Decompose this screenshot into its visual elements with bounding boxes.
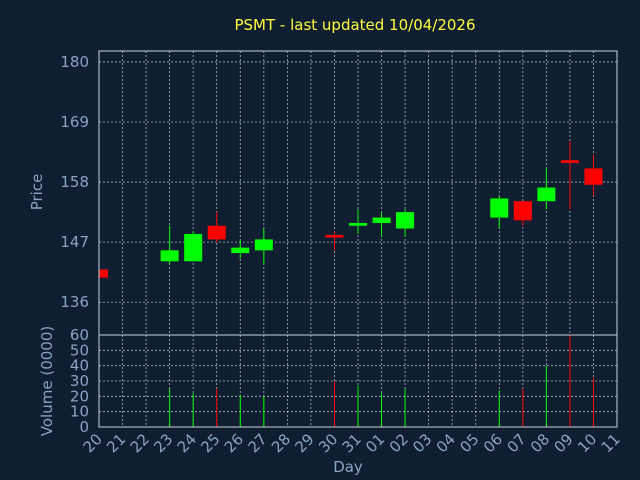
volume-tick-label: 10 [70, 403, 89, 421]
x-axis-ticks: 2021222324252627282930310102030405060708… [80, 430, 624, 456]
x-tick-label: 30 [315, 430, 341, 456]
candle-body-down [207, 225, 226, 240]
x-tick-label: 21 [103, 430, 129, 456]
candle-body-down [513, 201, 532, 221]
x-tick-label: 26 [221, 430, 247, 456]
volume-bars [169, 335, 594, 427]
volume-tick-label: 40 [70, 357, 89, 375]
volume-tick-label: 0 [79, 418, 89, 436]
price-tick-label: 169 [60, 113, 89, 131]
x-tick-label: 03 [409, 430, 435, 456]
price-tick-label: 180 [60, 53, 89, 71]
volume-y-axis-label: Volume (0000) [38, 326, 56, 436]
candle-body-up [160, 250, 179, 262]
price-y-ticks: 136 147 158 169 180 [60, 53, 89, 311]
price-tick-label: 158 [60, 173, 89, 191]
x-tick-label: 06 [480, 430, 506, 456]
volume-tick-label: 60 [70, 326, 89, 344]
x-tick-label: 23 [150, 430, 176, 456]
candle-body-down [325, 235, 344, 238]
x-tick-label: 31 [339, 430, 365, 456]
x-tick-label: 22 [127, 430, 153, 456]
price-tick-label: 147 [60, 233, 89, 251]
candle-body-up [372, 217, 391, 224]
volume-panel-frame [98, 334, 618, 428]
x-tick-label: 28 [268, 430, 294, 456]
price-y-axis-label: Price [28, 174, 46, 211]
x-axis-label: Day [333, 458, 363, 476]
candle-body-up [490, 198, 509, 218]
price-tick-label: 136 [60, 293, 89, 311]
x-tick-label: 04 [433, 430, 459, 456]
candle-body-up [396, 212, 415, 229]
candle-body-down [560, 160, 579, 163]
x-tick-label: 24 [174, 430, 200, 456]
x-tick-label: 11 [598, 430, 624, 456]
x-tick-label: 01 [362, 430, 388, 456]
volume-tick-label: 50 [70, 341, 89, 359]
price-candles [98, 141, 603, 278]
x-tick-label: 09 [551, 430, 577, 456]
chart-title: PSMT - last updated 10/04/2026 [234, 16, 475, 34]
x-tick-label: 29 [292, 430, 318, 456]
candle-body-up [231, 247, 250, 254]
x-tick-label: 27 [244, 430, 270, 456]
x-tick-label: 02 [386, 430, 412, 456]
volume-tick-label: 30 [70, 372, 89, 390]
candle-body-down [584, 168, 603, 185]
x-tick-label: 05 [456, 430, 482, 456]
x-tick-label: 10 [574, 430, 600, 456]
x-tick-label: 25 [197, 430, 223, 456]
candle-body-down [99, 269, 108, 278]
x-tick-label: 07 [503, 430, 529, 456]
candle-body-up [254, 239, 273, 251]
candle-body-up [537, 187, 556, 202]
candle-body-up [349, 223, 367, 226]
candle-body-up [184, 233, 203, 262]
volume-tick-label: 20 [70, 387, 89, 405]
x-tick-label: 08 [527, 430, 553, 456]
